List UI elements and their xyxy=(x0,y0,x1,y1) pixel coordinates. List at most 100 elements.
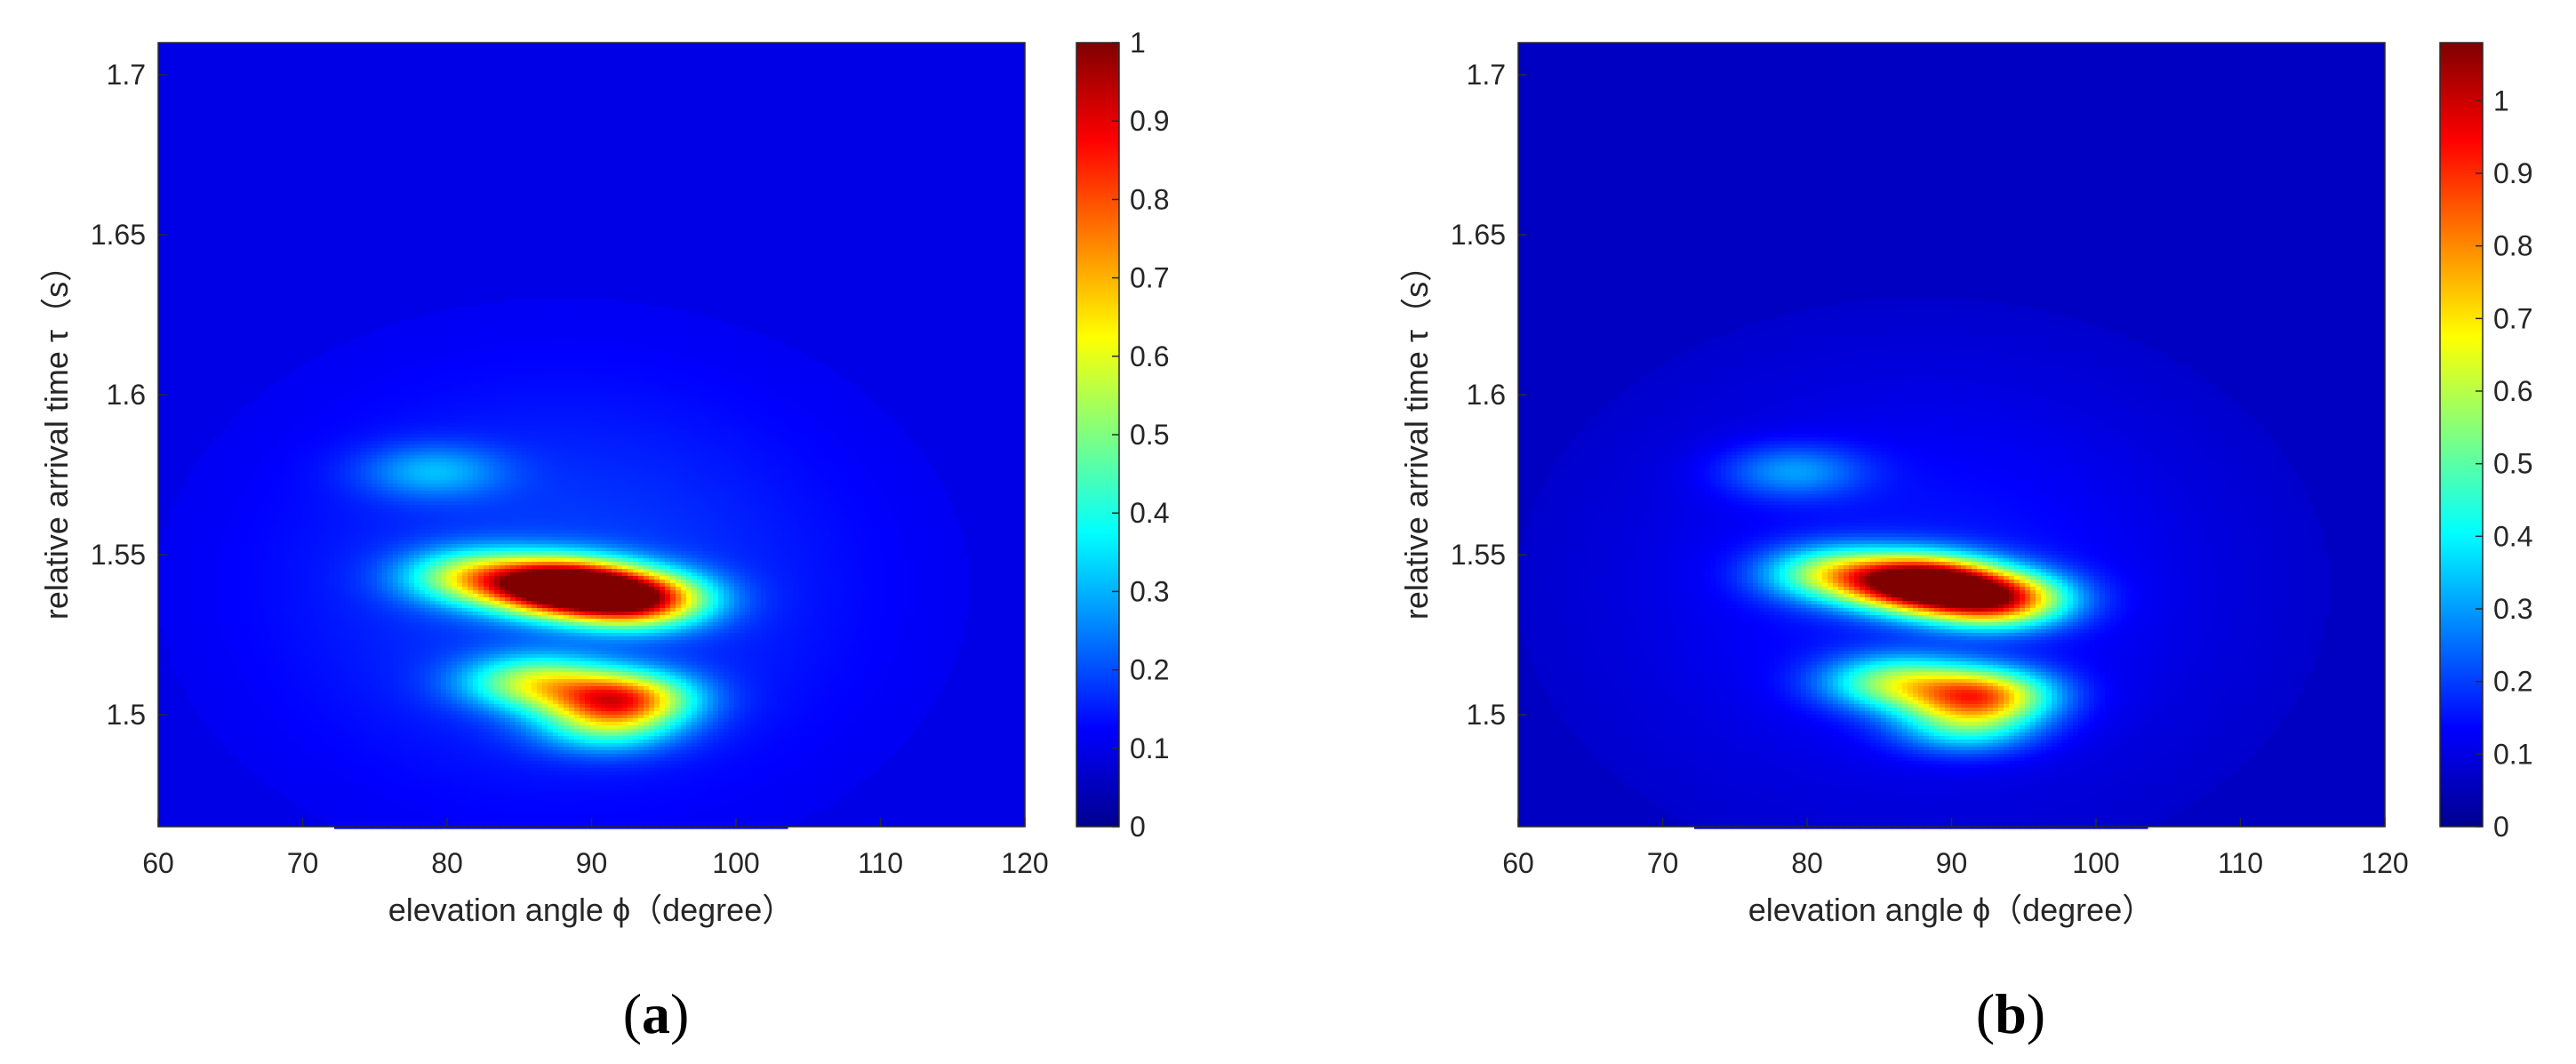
heatmap-cell xyxy=(254,736,260,740)
heatmap-cell xyxy=(217,455,223,460)
heatmap-cell xyxy=(281,469,287,474)
heatmap-cell xyxy=(201,668,207,673)
heatmap-cell xyxy=(158,604,164,609)
heatmap-cell xyxy=(254,540,260,545)
heatmap-cell xyxy=(281,711,287,716)
heatmap-cell xyxy=(260,558,266,563)
heatmap-cell xyxy=(308,661,314,666)
heatmap-cell xyxy=(270,388,276,392)
heatmap-cell xyxy=(254,718,260,723)
heatmap-cell xyxy=(276,665,282,669)
heatmap-cell xyxy=(201,551,207,556)
heatmap-cell xyxy=(228,615,234,620)
heatmap-cell xyxy=(276,555,282,559)
heatmap-cell xyxy=(217,448,223,452)
heatmap-cell xyxy=(276,704,282,708)
heatmap-cell xyxy=(217,704,223,708)
heatmap-cell xyxy=(281,437,287,442)
heatmap-cell xyxy=(254,466,260,470)
heatmap-cell xyxy=(180,565,186,570)
heatmap-cell xyxy=(185,676,191,680)
heatmap-cell xyxy=(190,466,196,470)
heatmap-cell xyxy=(233,612,239,616)
heatmap-cell xyxy=(180,558,186,563)
heatmap-cell xyxy=(260,548,266,552)
heatmap-cell xyxy=(297,587,303,591)
heatmap-cell xyxy=(281,743,287,748)
heatmap-cell xyxy=(302,754,308,758)
heatmap-cell xyxy=(233,651,239,655)
heatmap-cell xyxy=(297,498,303,502)
heatmap-cell xyxy=(222,533,228,538)
heatmap-cell xyxy=(217,523,223,527)
heatmap-cell xyxy=(308,501,314,506)
heatmap-cell xyxy=(308,587,314,591)
heatmap-cell xyxy=(286,516,292,520)
heatmap-cell xyxy=(249,537,255,541)
heatmap-cell xyxy=(228,469,234,474)
heatmap-cell xyxy=(238,715,244,719)
heatmap-cell xyxy=(281,594,287,598)
heatmap-cell xyxy=(174,530,180,534)
heatmap-cell xyxy=(201,469,207,474)
heatmap-cell xyxy=(169,576,175,580)
heatmap-cell xyxy=(308,569,314,573)
heatmap-cell xyxy=(222,469,228,474)
heatmap-cell xyxy=(308,807,314,812)
heatmap-cell xyxy=(276,516,282,520)
heatmap-cell xyxy=(270,750,276,755)
heatmap-cell xyxy=(265,740,271,744)
heatmap-cell xyxy=(164,530,170,534)
heatmap-cell xyxy=(233,555,239,559)
heatmap-cell xyxy=(286,572,292,577)
heatmap-cell xyxy=(276,526,282,531)
heatmap-cell xyxy=(313,384,319,388)
heatmap-cell xyxy=(201,608,207,612)
heatmap-cell xyxy=(292,672,298,676)
heatmap-cell xyxy=(286,437,292,442)
heatmap-cell xyxy=(276,594,282,598)
heatmap-cell xyxy=(270,622,276,627)
heatmap-cell xyxy=(292,441,298,445)
heatmap-cell xyxy=(254,679,260,684)
heatmap-cell xyxy=(180,587,186,591)
heatmap-cell xyxy=(201,626,207,630)
heatmap-cell xyxy=(297,395,303,399)
heatmap-cell xyxy=(308,555,314,559)
heatmap-cell xyxy=(222,501,228,506)
heatmap-cell xyxy=(233,619,239,623)
heatmap-cell xyxy=(238,672,244,676)
heatmap-cell xyxy=(164,587,170,591)
heatmap-cell xyxy=(276,736,282,740)
heatmap-cell xyxy=(190,569,196,573)
heatmap-cell xyxy=(265,601,271,605)
heatmap-cell xyxy=(254,583,260,588)
heatmap-cell xyxy=(286,551,292,556)
heatmap-cell xyxy=(281,633,287,637)
heatmap-cell xyxy=(212,484,218,488)
heatmap-cell xyxy=(196,526,202,531)
heatmap-cell xyxy=(297,551,303,556)
heatmap-cell xyxy=(233,466,239,470)
heatmap-cell xyxy=(217,551,223,556)
heatmap-cell xyxy=(297,476,303,481)
heatmap-cell xyxy=(286,384,292,388)
heatmap-cell xyxy=(254,715,260,719)
heatmap-cell xyxy=(201,604,207,609)
heatmap-cell xyxy=(249,558,255,563)
heatmap-cell xyxy=(254,398,260,403)
heatmap-cell xyxy=(249,750,255,755)
heatmap-cell xyxy=(270,544,276,548)
heatmap-cell xyxy=(190,540,196,545)
heatmap-cell xyxy=(265,441,271,445)
heatmap-cell xyxy=(190,636,196,641)
heatmap-cell xyxy=(276,540,282,545)
heatmap-cell xyxy=(276,619,282,623)
heatmap-cell xyxy=(270,455,276,460)
heatmap-cell xyxy=(158,583,164,588)
heatmap-cell xyxy=(265,604,271,609)
heatmap-cell xyxy=(302,804,308,808)
heatmap-cell xyxy=(292,793,298,797)
heatmap-cell xyxy=(238,580,244,584)
heatmap-cell xyxy=(270,412,276,417)
